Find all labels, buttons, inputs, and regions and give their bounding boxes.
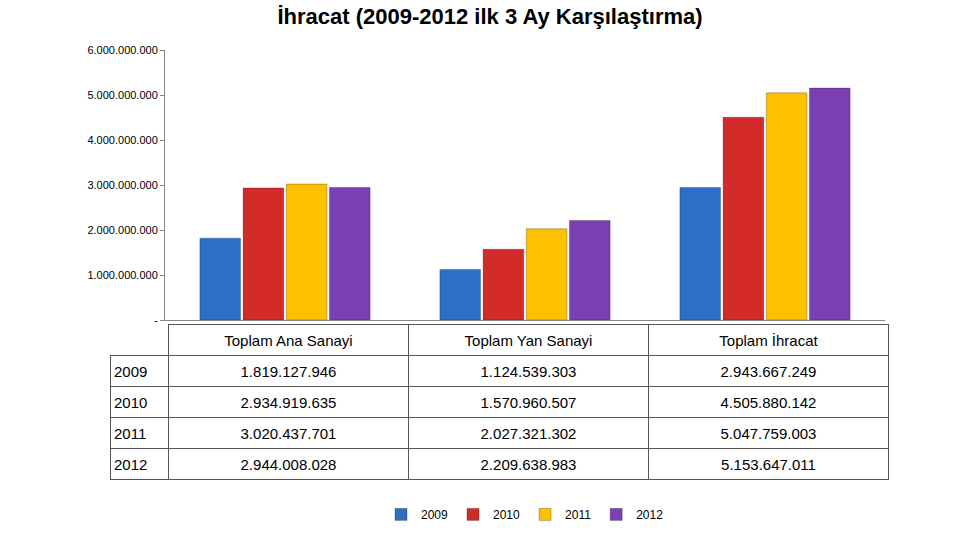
svg-text:İhracat (2009-2012 ilk 3 Ay Ka: İhracat (2009-2012 ilk 3 Ay Karşılaştırm… [277,4,702,29]
html-text:2012: 2012 [114,455,148,473]
html-text:5.153.647.011: 5.153.647.011 [721,455,816,473]
svg-text:3.000.000.000: 3.000.000.000 [87,179,157,191]
html-text:2009: 2009 [114,362,148,380]
html-text:Toplam Ana Sanayi: Toplam Ana Sanayi [224,331,353,349]
svg-text:6.000.000.000: 6.000.000.000 [87,44,157,56]
html-text:3.020.437.701: 3.020.437.701 [240,424,337,442]
svg-text:4.000.000.000: 4.000.000.000 [87,134,157,146]
html-text:5.047.759.003: 5.047.759.003 [720,424,817,442]
html-text:1.819.127.946: 1.819.127.946 [240,362,337,380]
svg-text:2.000.000.000: 2.000.000.000 [87,224,157,236]
html-text:4.505.880.142: 4.505.880.142 [720,393,817,411]
svg-text:2011: 2011 [565,508,591,522]
html-text:2.943.667.249: 2.943.667.249 [720,362,817,380]
html-text:2.944.008.028: 2.944.008.028 [240,455,337,473]
html-text:2010: 2010 [114,393,148,411]
html-text:2.027.321.302: 2.027.321.302 [480,424,577,442]
html-text:Toplam Yan Sanayi: Toplam Yan Sanayi [464,331,593,349]
svg-text:2012: 2012 [636,508,663,522]
svg-text:1.000.000.000: 1.000.000.000 [87,269,157,281]
html-text:2011: 2011 [114,424,147,442]
html-text:1.124.539.303: 1.124.539.303 [480,362,577,380]
html-text:2.934.919.635: 2.934.919.635 [240,393,337,411]
html-text:1.570.960.507: 1.570.960.507 [480,393,577,411]
html-text:Toplam İhracat: Toplam İhracat [719,331,818,349]
svg-text:2010: 2010 [493,508,520,522]
svg-text:2009: 2009 [421,508,448,522]
html-text:2.209.638.983: 2.209.638.983 [480,455,577,473]
svg-text:5.000.000.000: 5.000.000.000 [87,89,157,101]
